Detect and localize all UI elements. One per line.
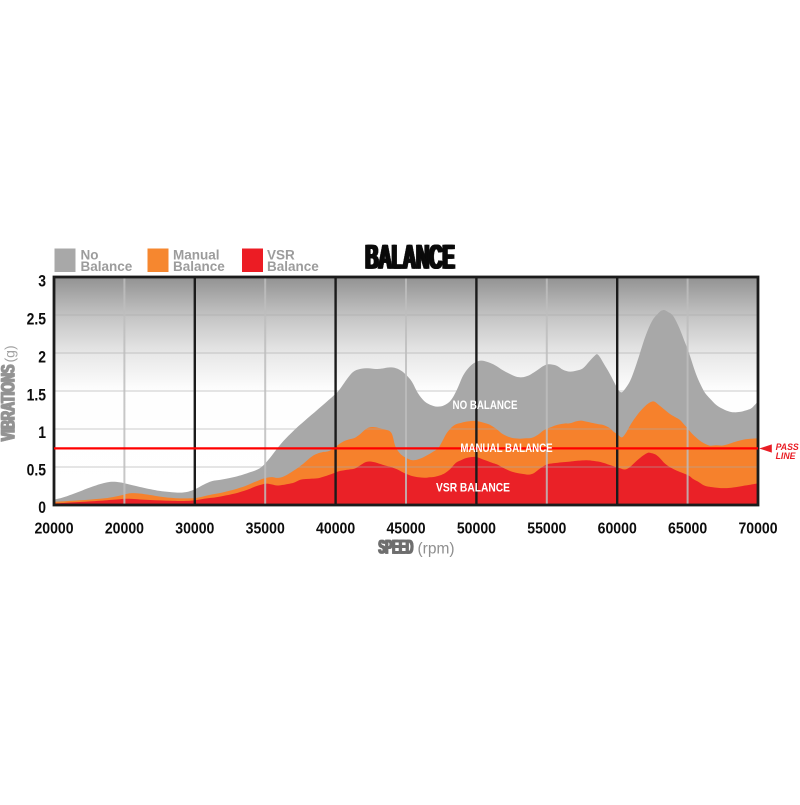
svg-text:60000: 60000 <box>598 520 637 538</box>
svg-text:50000: 50000 <box>457 520 496 538</box>
svg-text:MANUAL BALANCE: MANUAL BALANCE <box>460 442 552 455</box>
svg-text:SPEED: SPEED <box>379 537 414 558</box>
svg-text:1: 1 <box>38 424 46 443</box>
svg-text:0: 0 <box>38 499 46 518</box>
svg-text:BALANCE: BALANCE <box>367 237 456 276</box>
svg-text:2: 2 <box>38 348 46 367</box>
svg-text:NO BALANCE: NO BALANCE <box>453 399 518 412</box>
svg-text:Balance: Balance <box>267 259 319 274</box>
svg-text:40000: 40000 <box>316 520 355 538</box>
svg-text:BALANCE: BALANCE <box>365 237 454 276</box>
svg-text:20000: 20000 <box>105 520 144 538</box>
svg-text:2.5: 2.5 <box>27 310 47 329</box>
svg-text:VSR: VSR <box>267 247 295 262</box>
svg-text:SPEED: SPEED <box>378 537 413 558</box>
svg-text:VSR BALANCE: VSR BALANCE <box>436 482 510 495</box>
svg-text:45000: 45000 <box>386 520 425 538</box>
svg-text:(g): (g) <box>2 345 18 362</box>
svg-text:35000: 35000 <box>246 520 285 538</box>
svg-text:65000: 65000 <box>668 520 707 538</box>
svg-text:Balance: Balance <box>81 259 133 274</box>
svg-text:BALANCE: BALANCE <box>364 237 453 276</box>
svg-text:20000: 20000 <box>34 520 73 538</box>
svg-text:Balance: Balance <box>173 259 225 274</box>
svg-text:Manual: Manual <box>173 247 220 262</box>
svg-text:LINE: LINE <box>776 451 797 461</box>
svg-text:(rpm): (rpm) <box>418 541 455 558</box>
svg-text:30000: 30000 <box>175 520 214 538</box>
svg-text:No: No <box>81 247 99 262</box>
svg-text:VIBRATIONS: VIBRATIONS <box>0 365 19 442</box>
svg-text:3: 3 <box>38 272 46 291</box>
svg-text:0.5: 0.5 <box>27 461 47 480</box>
svg-text:70000: 70000 <box>738 520 777 538</box>
svg-text:PASS: PASS <box>776 442 799 452</box>
svg-text:VIBRATIONS: VIBRATIONS <box>0 364 19 441</box>
svg-text:55000: 55000 <box>527 520 566 538</box>
svg-text:1.5: 1.5 <box>27 386 47 405</box>
